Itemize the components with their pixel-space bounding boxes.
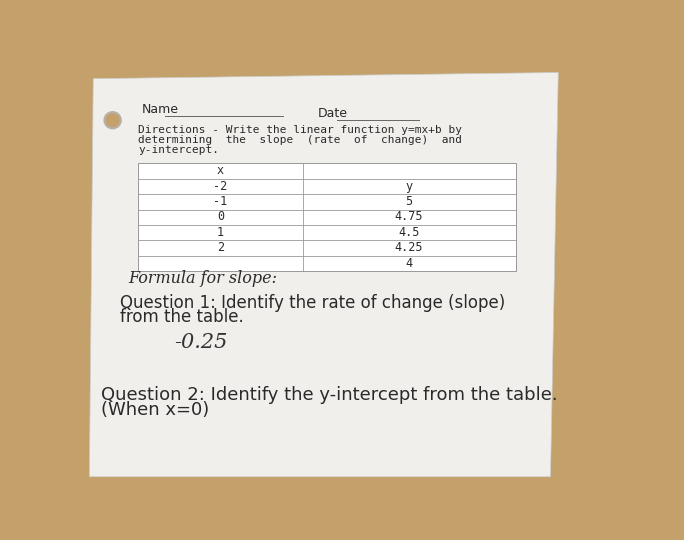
Polygon shape <box>90 72 558 477</box>
Text: Date: Date <box>318 107 348 120</box>
Text: 2: 2 <box>217 241 224 254</box>
Text: -2: -2 <box>213 179 228 193</box>
Text: Question 1: Identify the rate of change (slope): Question 1: Identify the rate of change … <box>120 294 505 312</box>
Text: -0.25: -0.25 <box>174 333 228 352</box>
Text: y: y <box>406 179 412 193</box>
Text: from the table.: from the table. <box>120 308 244 326</box>
Text: Question 2: Identify the y-intercept from the table.: Question 2: Identify the y-intercept fro… <box>101 386 557 404</box>
Text: -1: -1 <box>213 195 228 208</box>
Text: y-intercept.: y-intercept. <box>138 145 219 154</box>
Polygon shape <box>531 72 616 357</box>
Text: 4.25: 4.25 <box>395 241 423 254</box>
Circle shape <box>104 112 121 129</box>
Text: determining  the  slope  (rate  of  change)  and: determining the slope (rate of change) a… <box>138 134 462 145</box>
Text: 4: 4 <box>406 256 412 269</box>
Text: 4.5: 4.5 <box>398 226 420 239</box>
Bar <box>138 164 516 271</box>
Text: Directions - Write the linear function y=mx+b by: Directions - Write the linear function y… <box>138 125 462 134</box>
Text: Name: Name <box>142 103 179 116</box>
Text: 1: 1 <box>217 226 224 239</box>
Text: (When x=0): (When x=0) <box>101 401 209 419</box>
Text: Formula for slope:: Formula for slope: <box>128 271 277 287</box>
Text: 0: 0 <box>217 211 224 224</box>
Circle shape <box>107 114 119 126</box>
Text: 5: 5 <box>406 195 412 208</box>
Text: 4.75: 4.75 <box>395 211 423 224</box>
Text: x: x <box>217 164 224 177</box>
